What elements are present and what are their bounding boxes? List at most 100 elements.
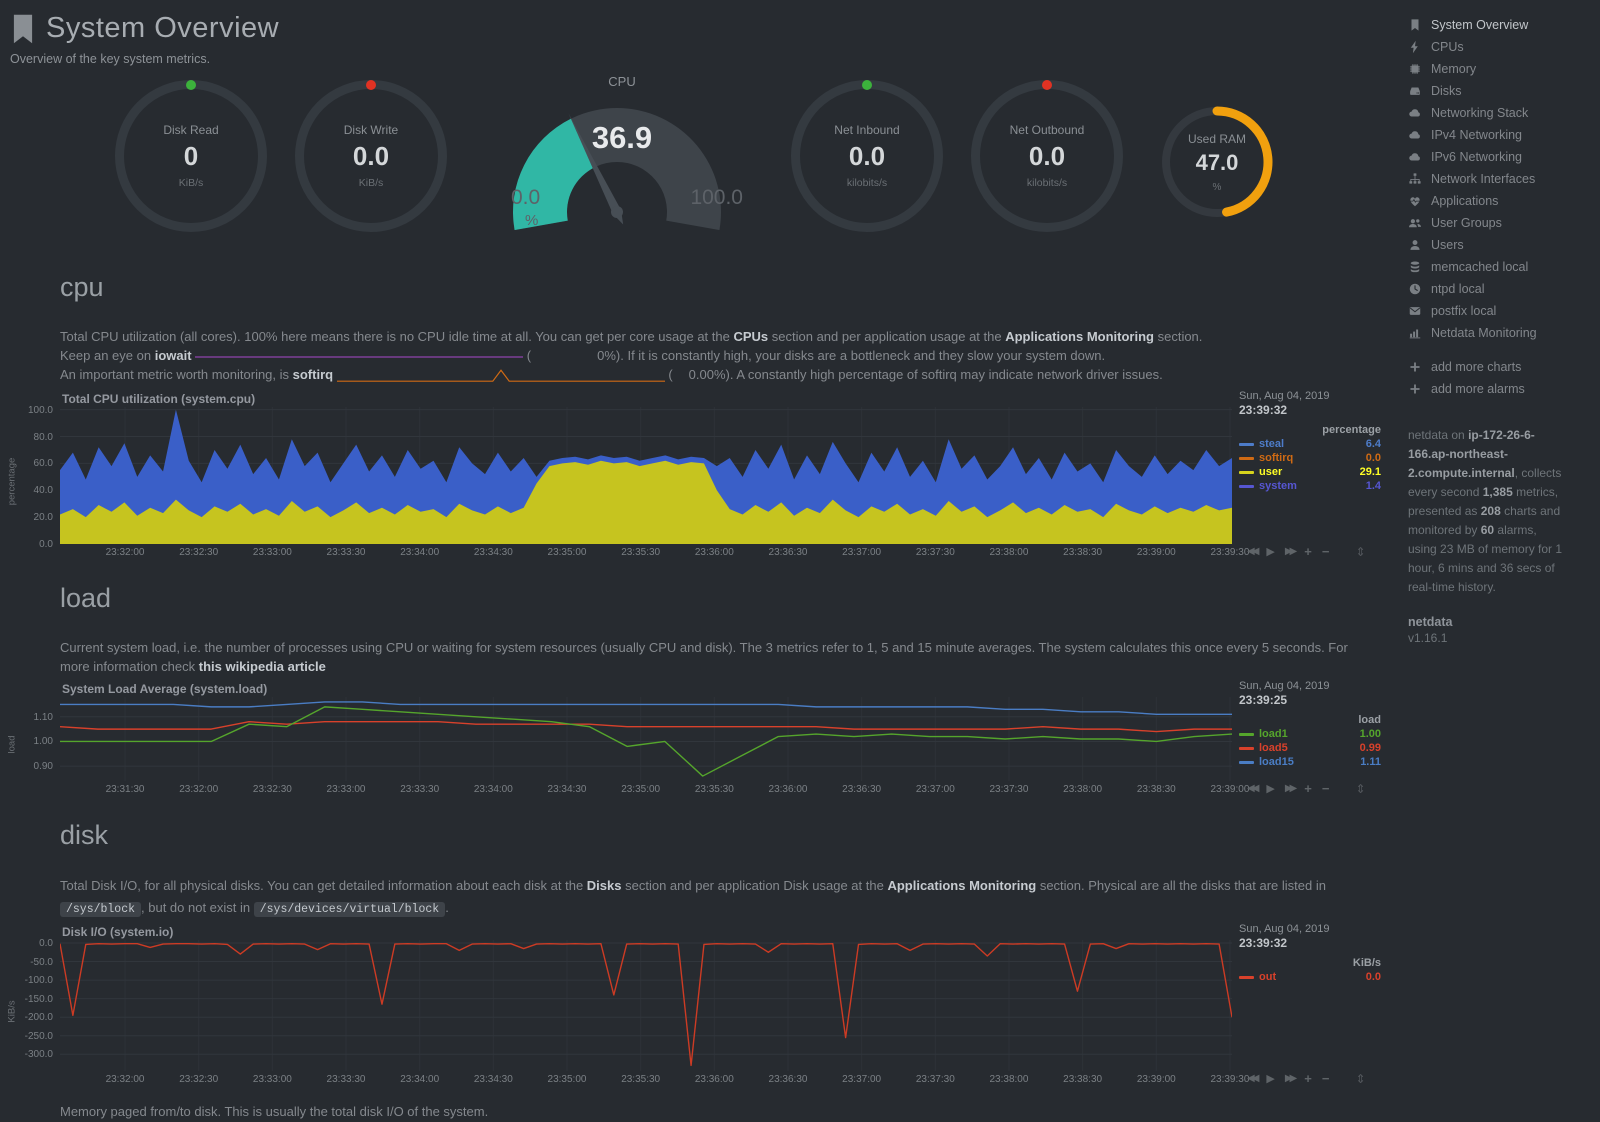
toolbar-zoom-in-button[interactable]: + <box>1304 544 1312 559</box>
x-tick-label: 23:37:00 <box>842 547 882 558</box>
y-tick-label: 0.0 <box>39 539 53 550</box>
legend-item-user[interactable]: user 29.1 <box>1239 466 1387 479</box>
legend-series-value: 1.00 <box>1359 728 1381 740</box>
y-axis-gutter: percentage 100.0 80.0 60.0 40.0 20.0 0.0 <box>0 405 60 550</box>
inline-link[interactable]: Applications Monitoring <box>887 878 1037 893</box>
toolbar-seek-backward-button[interactable]: ◀◀ <box>1247 783 1260 794</box>
legend-time: 23:39:25 <box>1239 693 1288 707</box>
legend-time: 23:39:32 <box>1239 403 1288 417</box>
sidebar-item-memory[interactable]: Memory <box>1408 58 1592 80</box>
sidebar-item-network-interfaces[interactable]: Network Interfaces <box>1408 168 1592 190</box>
cpu-plot-area[interactable] <box>60 407 1232 545</box>
legend-series-value: 6.4 <box>1365 438 1381 450</box>
disk-description: Total Disk I/O, for all physical disks. … <box>60 875 1380 921</box>
used-ram-gauge[interactable]: Used RAM 47.0 % <box>1159 104 1275 220</box>
toolbar-zoom-out-button[interactable]: − <box>1321 781 1330 796</box>
y-axis-gutter: KiB/s 0.0 -50.0 -100.0 -150.0 -200.0 -250.0 -30… <box>0 937 60 1071</box>
toolbar-resize-button[interactable]: ⇕ <box>1355 545 1366 559</box>
legend-item-load15[interactable]: load15 1.11 <box>1239 756 1387 769</box>
toolbar-seek-forward-button[interactable]: ▶▶ <box>1284 783 1298 794</box>
toolbar-seek-backward-button[interactable]: ◀◀ <box>1247 1073 1260 1084</box>
gauge-min: 0.0 <box>511 186 541 209</box>
inline-link[interactable]: Disks <box>586 878 622 893</box>
cpu-chart: Total CPU utilization (system.cpu) percen… <box>0 390 1390 561</box>
net-outbound-gauge[interactable]: Net Outbound 0.0 kilobits/s <box>971 80 1123 232</box>
sidebar-item-netdata-monitoring[interactable]: Netdata Monitoring <box>1408 322 1592 344</box>
sidebar-action-label: add more charts <box>1431 360 1522 374</box>
net-inbound-gauge[interactable]: Net Inbound 0.0 kilobits/s <box>791 80 943 232</box>
legend-item-load1[interactable]: load1 1.00 <box>1239 728 1387 741</box>
toolbar-seek-forward-button[interactable]: ▶▶ <box>1284 546 1298 557</box>
inline-link[interactable]: Applications Monitoring <box>1005 329 1154 344</box>
legend-units-header: load <box>1358 714 1381 726</box>
host-info-text: netdata on ip-172-26-6-166.ap-northeast-… <box>1408 428 1563 594</box>
page-header: System Overview Overview of the key syst… <box>0 0 1390 66</box>
toolbar-seek-forward-button[interactable]: ▶▶ <box>1284 1073 1298 1084</box>
sidebar-item-cpus[interactable]: CPUs <box>1408 36 1592 58</box>
x-tick-label: 23:35:30 <box>621 547 661 558</box>
text: 0.00%). A constantly high percentage of … <box>688 367 1163 382</box>
sidebar-item-ipv4-networking[interactable]: IPv4 Networking <box>1408 124 1592 146</box>
load-description: Current system load, i.e. the number of … <box>60 638 1380 676</box>
text: , but do not exist in <box>141 900 254 915</box>
sidebar-item-postfix-local[interactable]: postfix local <box>1408 300 1592 322</box>
sidebar-item-system-overview[interactable]: System Overview <box>1408 14 1592 36</box>
load-plot-area[interactable] <box>59 697 1233 781</box>
sidebar-item-ntpd-local[interactable]: ntpd local <box>1408 278 1592 300</box>
legend-item-steal[interactable]: steal 6.4 <box>1239 438 1387 451</box>
toolbar-resize-button[interactable]: ⇕ <box>1355 782 1366 796</box>
inline-bold: softirq <box>292 367 334 382</box>
sidebar-item-label: Networking Stack <box>1431 106 1529 120</box>
gauge-label: Net Outbound <box>1009 123 1085 137</box>
legend-series-name: system <box>1259 480 1297 492</box>
y-tick-label: 0.0 <box>39 937 53 949</box>
legend-item-load5[interactable]: load5 0.99 <box>1239 742 1387 755</box>
inline-link[interactable]: CPUs <box>733 329 769 344</box>
x-tick-label: 23:34:30 <box>473 1074 513 1085</box>
legend-item-out[interactable]: out 0.0 <box>1239 971 1387 984</box>
x-tick-label: 23:38:30 <box>1063 547 1103 558</box>
sidebar-item-applications[interactable]: Applications <box>1408 190 1592 212</box>
y-axis-label: KiB/s <box>6 999 18 1023</box>
toolbar-play-button[interactable]: ▶ <box>1266 1073 1275 1085</box>
sidebar-actions: add more charts add more alarms <box>1408 356 1592 400</box>
sidebar-item-networking-stack[interactable]: Networking Stack <box>1408 102 1592 124</box>
page-subtitle: Overview of the key system metrics. <box>10 52 211 66</box>
sidebar-item-memcached-local[interactable]: memcached local <box>1408 256 1592 278</box>
inline-link[interactable]: this wikipedia article <box>198 659 326 674</box>
text: Total Disk I/O, for all physical disks. … <box>60 878 587 893</box>
x-axis: 23:32:00 23:32:30 23:33:00 23:33:30 23:34:00… <box>60 1071 1366 1088</box>
toolbar-zoom-out-button[interactable]: − <box>1321 1071 1330 1086</box>
disk-read-gauge[interactable]: Disk Read 0 KiB/s <box>115 80 267 232</box>
cpu-gauge[interactable]: CPU 36.9 0.0 100.0 % <box>497 74 747 245</box>
toolbar-seek-backward-button[interactable]: ◀◀ <box>1247 546 1260 557</box>
toolbar-zoom-in-button[interactable]: + <box>1304 781 1312 796</box>
x-tick-label: 23:35:00 <box>621 784 661 795</box>
sidebar-item-disks[interactable]: Disks <box>1408 80 1592 102</box>
legend-series-name: load15 <box>1259 756 1294 768</box>
sidebar-item-ipv6-networking[interactable]: IPv6 Networking <box>1408 146 1592 168</box>
load-chart: System Load Average (system.load) load 1.1… <box>0 680 1390 798</box>
gauge-unit: KiB/s <box>178 177 204 189</box>
gauge-status-dot <box>862 80 872 90</box>
toolbar-play-button[interactable]: ▶ <box>1266 783 1275 795</box>
disk-write-gauge[interactable]: Disk Write 0.0 KiB/s <box>295 80 447 232</box>
sidebar-action-add-more-charts[interactable]: add more charts <box>1408 356 1592 378</box>
sidebar-item-user-groups[interactable]: User Groups <box>1408 212 1592 234</box>
y-tick-label: 60.0 <box>33 458 53 470</box>
legend-item-softirq[interactable]: softirq 0.0 <box>1239 452 1387 465</box>
x-tick-label: 23:36:00 <box>694 1074 734 1085</box>
x-tick-label: 23:33:00 <box>252 1074 292 1085</box>
toolbar-resize-button[interactable]: ⇕ <box>1355 1072 1366 1086</box>
bolt-icon <box>1410 40 1418 54</box>
legend-swatch <box>1239 471 1254 474</box>
legend-item-system[interactable]: system 1.4 <box>1239 480 1387 493</box>
toolbar-zoom-in-button[interactable]: + <box>1304 1071 1312 1086</box>
toolbar-play-button[interactable]: ▶ <box>1266 546 1275 558</box>
sidebar-item-users[interactable]: Users <box>1408 234 1592 256</box>
toolbar-zoom-out-button[interactable]: − <box>1321 544 1330 559</box>
sidebar-action-add-more-alarms[interactable]: add more alarms <box>1408 378 1592 400</box>
x-tick-label: 23:34:00 <box>400 1074 440 1085</box>
disk-plot-area[interactable] <box>59 940 1233 1071</box>
text: Current system load, i.e. the number of … <box>60 640 1348 674</box>
